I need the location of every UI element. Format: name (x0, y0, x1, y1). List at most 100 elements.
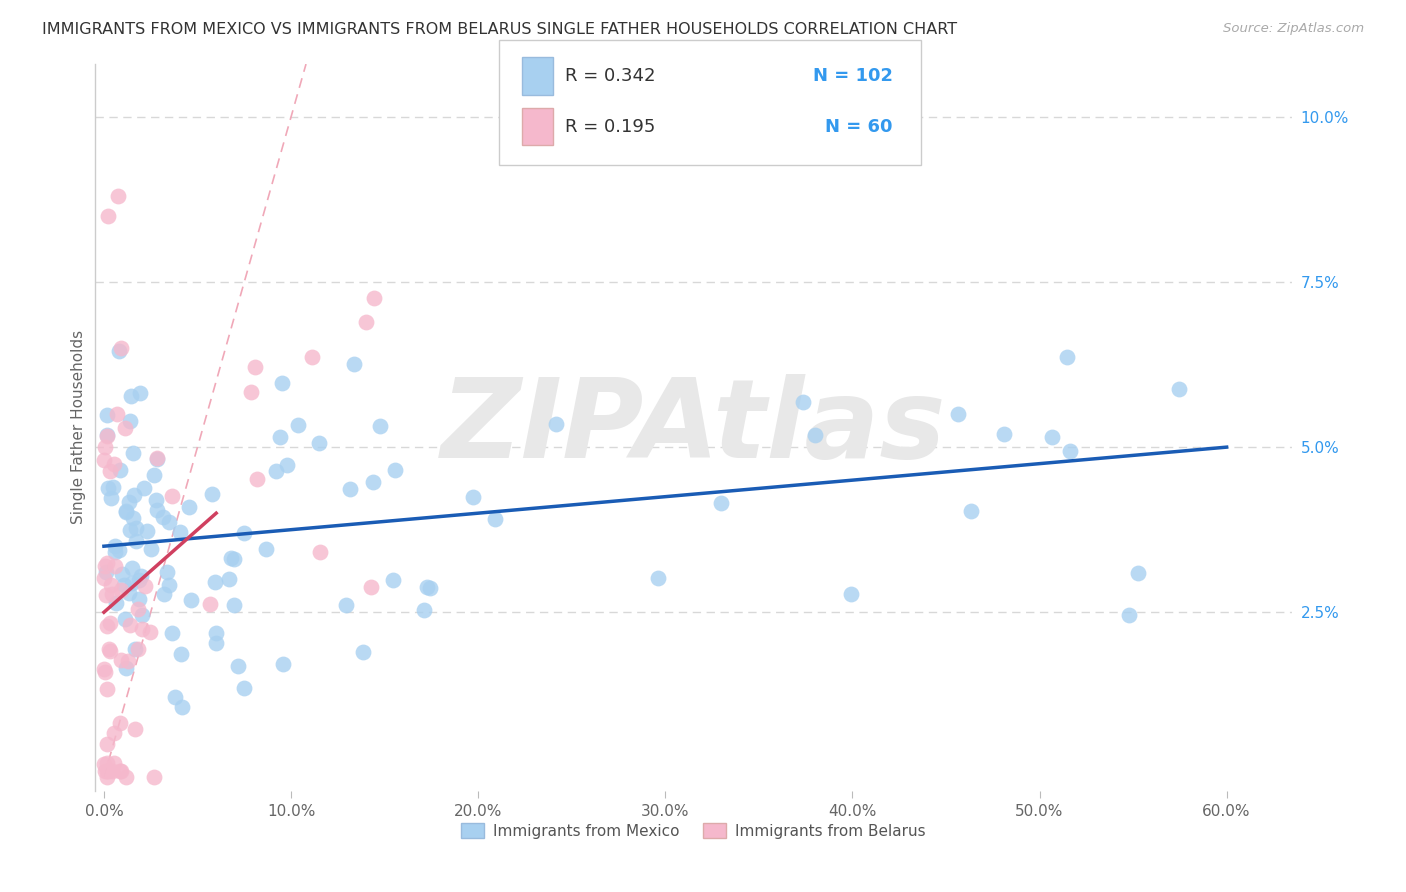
Point (200, 597, 222, 611)
Point (354, 315, 377, 329)
Point (118, 495, 141, 509)
Point (121, 511, 143, 525)
Point (96, 427, 118, 442)
Point (157, 578, 180, 592)
Point (114, 505, 136, 519)
Point (169, 647, 191, 661)
Point (110, 653, 132, 667)
Point (96, 556, 118, 570)
Point (124, 488, 146, 502)
Point (308, 436, 330, 450)
Point (104, 558, 127, 573)
Point (139, 624, 162, 639)
Point (93, 571, 115, 585)
Point (128, 573, 150, 587)
Point (1118, 607, 1140, 622)
Point (240, 384, 263, 399)
Point (339, 482, 361, 496)
Point (104, 539, 127, 553)
Point (110, 341, 132, 355)
Point (108, 343, 131, 358)
Point (97, 642, 120, 657)
Point (162, 625, 184, 640)
Point (233, 525, 256, 540)
Point (114, 503, 136, 517)
Point (94, 559, 117, 574)
Point (110, 582, 132, 597)
Point (107, 407, 129, 421)
Point (127, 642, 149, 657)
Point (114, 611, 136, 625)
Point (139, 541, 162, 556)
Point (416, 581, 439, 595)
Point (132, 481, 155, 495)
Point (710, 496, 733, 510)
Point (146, 450, 169, 465)
Point (96, 682, 118, 697)
Point (93, 440, 115, 454)
Point (180, 592, 202, 607)
Point (131, 622, 153, 636)
Point (112, 578, 135, 592)
Point (382, 574, 405, 588)
Point (146, 503, 169, 517)
Point (287, 418, 309, 433)
Point (160, 490, 183, 504)
Point (1056, 350, 1078, 364)
Point (264, 464, 287, 478)
Point (97, 482, 120, 496)
Point (118, 414, 141, 428)
Point (271, 657, 294, 671)
Point (118, 617, 141, 632)
Point (484, 512, 506, 526)
Point (105, 596, 128, 610)
Point (343, 358, 366, 372)
Point (363, 475, 385, 489)
Point (108, 716, 131, 731)
Point (1040, 430, 1063, 444)
Point (301, 350, 323, 364)
Point (352, 645, 374, 659)
Point (93, 662, 115, 676)
Point (222, 599, 245, 613)
Point (146, 451, 169, 466)
Point (384, 463, 406, 477)
Point (142, 770, 165, 784)
Text: R = 0.195: R = 0.195 (565, 118, 655, 136)
Point (135, 524, 157, 539)
Point (118, 586, 141, 600)
Point (110, 764, 132, 778)
Point (125, 534, 148, 549)
Point (461, 490, 484, 504)
Point (93, 453, 115, 467)
Point (103, 480, 125, 494)
Point (177, 500, 200, 514)
Point (368, 419, 391, 434)
Point (363, 291, 385, 305)
Point (163, 690, 186, 705)
Point (110, 764, 132, 778)
Point (172, 699, 194, 714)
Point (107, 189, 129, 203)
Point (93, 756, 115, 771)
Point (108, 463, 131, 477)
Point (204, 574, 226, 589)
Point (335, 598, 357, 612)
Point (1167, 382, 1189, 396)
Point (233, 681, 256, 695)
Point (419, 581, 441, 595)
Point (221, 551, 243, 566)
Point (103, 726, 125, 740)
Point (792, 395, 814, 409)
Point (157, 516, 180, 530)
Point (205, 636, 228, 650)
Point (153, 587, 176, 601)
Point (100, 491, 122, 506)
Point (94, 588, 117, 602)
Point (245, 360, 267, 375)
Point (96, 764, 118, 778)
Text: ZIPAtlas: ZIPAtlas (440, 374, 946, 481)
Point (129, 386, 152, 401)
Point (97, 764, 120, 778)
Point (124, 642, 146, 657)
